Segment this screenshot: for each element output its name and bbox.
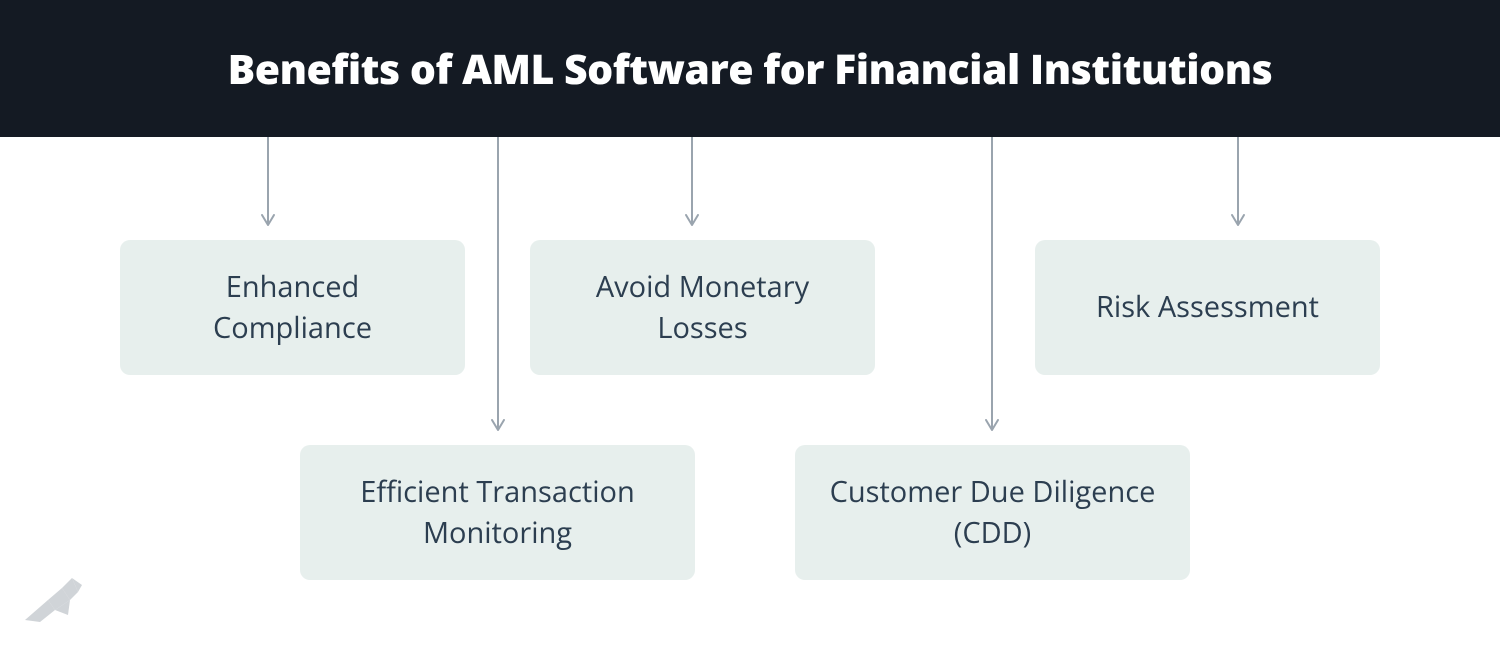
benefit-box-risk-assessment: Risk Assessment [1035,240,1380,375]
benefit-label: Risk Assessment [1096,287,1319,328]
benefit-label: Enhanced Compliance [150,267,435,348]
benefit-label: Customer Due Diligence (CDD) [825,472,1160,553]
benefit-label: Avoid Monetary Losses [560,267,845,348]
benefit-box-enhanced-compliance: Enhanced Compliance [120,240,465,375]
diagram-header: Benefits of AML Software for Financial I… [0,0,1500,137]
benefit-label: Efficient Transaction Monitoring [330,472,665,553]
diagram-title: Benefits of AML Software for Financial I… [228,41,1273,97]
benefit-box-avoid-monetary-losses: Avoid Monetary Losses [530,240,875,375]
benefit-box-customer-due-diligence: Customer Due Diligence (CDD) [795,445,1190,580]
benefit-box-efficient-transaction-monitoring: Efficient Transaction Monitoring [300,445,695,580]
origami-bird-logo-icon [20,570,90,630]
